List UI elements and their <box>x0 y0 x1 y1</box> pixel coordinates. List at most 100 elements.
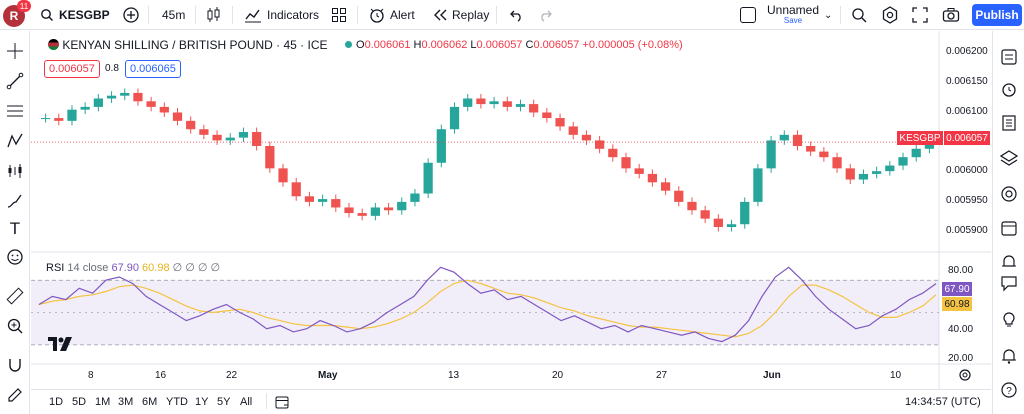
layout-name-button[interactable]: Unnamed Save <box>767 0 819 30</box>
fib-tool[interactable] <box>3 99 27 123</box>
alarm-clock-icon <box>370 8 384 23</box>
calendar-button[interactable] <box>997 216 1021 240</box>
range-all[interactable]: All <box>240 396 253 408</box>
layout-menu-button[interactable]: ⌄ <box>824 0 832 30</box>
rsi-line <box>38 266 937 343</box>
range-6m[interactable]: 6M <box>142 396 158 408</box>
buy-price-button[interactable]: 0.006065 <box>125 60 181 78</box>
candle-body <box>489 101 499 105</box>
candle-body <box>225 137 235 141</box>
measure-tool[interactable] <box>3 284 27 308</box>
layers-button[interactable] <box>997 146 1021 170</box>
rsi-legend[interactable]: RSI 14 close 67.90 60.98 ∅ ∅ ∅ ∅ <box>46 261 220 274</box>
indicators-button[interactable]: Indicators <box>244 0 319 30</box>
emoji-tool[interactable] <box>3 245 27 269</box>
alerts-panel-button[interactable] <box>997 77 1021 101</box>
candle-body <box>80 106 90 110</box>
forecast-tool[interactable] <box>3 159 27 183</box>
price-label: 0.006200 <box>946 46 988 57</box>
hotlists-button[interactable] <box>997 182 1021 206</box>
snapshot-button[interactable] <box>942 0 960 30</box>
symbol-legend[interactable]: KENYAN SHILLING / BRITISH POUND · 45 · I… <box>48 38 352 52</box>
candle-body <box>713 218 723 228</box>
candle-body <box>819 151 829 158</box>
object-tree-button[interactable] <box>997 111 1021 135</box>
candle-body <box>700 210 710 219</box>
alert-button[interactable]: Alert <box>368 0 415 30</box>
range-5d[interactable]: 5D <box>72 396 87 408</box>
pencil-lock-icon <box>8 388 22 402</box>
candle-body <box>581 134 592 141</box>
chevron-down-icon: ⌄ <box>824 9 833 21</box>
brush-tool[interactable] <box>3 189 27 213</box>
square-icon <box>740 7 756 23</box>
search-sparkle-icon <box>852 8 867 23</box>
range-5y[interactable]: 5Y <box>217 396 231 408</box>
watchlist-button[interactable] <box>997 45 1021 69</box>
sell-price-button[interactable]: 0.006057 <box>44 60 100 78</box>
pattern-tool[interactable] <box>3 129 27 153</box>
time-label: Jun <box>763 370 781 381</box>
horizontal-lines-icon <box>7 105 23 117</box>
candle-body <box>436 129 446 163</box>
range-3m[interactable]: 3M <box>118 396 134 408</box>
range-1d[interactable]: 1D <box>49 396 64 408</box>
candles-icon <box>207 7 220 22</box>
settings-button[interactable] <box>881 0 899 30</box>
price-label: 0.006150 <box>946 76 988 87</box>
range-1y[interactable]: 1Y <box>195 396 209 408</box>
publish-button[interactable]: Publish <box>972 4 1022 26</box>
symbol-price-tag: KESGBP <box>897 131 943 145</box>
divider <box>496 6 497 24</box>
drawing-toolbar: T <box>0 31 30 414</box>
zoom-tool[interactable] <box>3 314 27 338</box>
candle-body <box>766 140 776 169</box>
object-tree-icon <box>1002 115 1016 131</box>
candle-body <box>502 101 512 107</box>
help-button[interactable]: ? <box>997 378 1021 402</box>
camera-icon <box>942 8 960 22</box>
redo-button[interactable] <box>538 0 554 30</box>
symbol-search-button[interactable]: KESGBP <box>40 0 110 30</box>
time-axis-settings-button[interactable] <box>958 368 972 382</box>
layout-save-status: Save <box>783 16 803 25</box>
range-ytd[interactable]: YTD <box>166 396 188 408</box>
chat-button[interactable] <box>997 271 1021 295</box>
ruler-icon <box>6 287 24 305</box>
trend-line-tool[interactable] <box>3 69 27 93</box>
layout-checkbox[interactable] <box>740 0 756 30</box>
magnet-tool[interactable] <box>3 353 27 377</box>
search-icon <box>41 9 53 21</box>
undo-button[interactable] <box>508 0 524 30</box>
fullscreen-button[interactable] <box>912 0 928 30</box>
candle-body <box>265 146 275 169</box>
compare-symbol-button[interactable] <box>122 0 140 30</box>
list-icon <box>1001 49 1017 65</box>
lock-drawings-tool[interactable] <box>3 383 27 407</box>
quick-search-button[interactable] <box>850 0 868 30</box>
plus-circle-icon <box>123 7 139 23</box>
interval-button[interactable]: 45m <box>162 0 185 30</box>
notification-badge: 11 <box>17 0 31 12</box>
tradingview-logo[interactable] <box>48 337 74 356</box>
candle-body <box>872 171 882 174</box>
spread-value: 0.8 <box>105 63 119 74</box>
chart-canvas[interactable] <box>31 31 991 389</box>
notifications-button[interactable] <box>997 344 1021 368</box>
range-1m[interactable]: 1M <box>95 396 111 408</box>
grid-icon <box>332 8 346 22</box>
ideas-button[interactable] <box>997 250 1021 274</box>
go-to-date-button[interactable] <box>274 394 290 413</box>
layouts-button[interactable] <box>331 0 347 30</box>
chart-type-button[interactable] <box>206 0 222 30</box>
crosshair-tool[interactable] <box>3 39 27 63</box>
replay-button[interactable]: Replay <box>432 0 489 30</box>
candle-body <box>674 190 684 202</box>
text-tool[interactable]: T <box>3 217 27 241</box>
redo-icon <box>541 10 552 22</box>
candle-body <box>93 98 103 107</box>
ideas-stream-button[interactable] <box>997 307 1021 331</box>
last-price-tag: 0.006057 <box>944 131 990 145</box>
clock-timezone[interactable]: 14:34:57 (UTC) <box>905 396 981 408</box>
rsi-ma-value: 60.98 <box>142 262 170 274</box>
